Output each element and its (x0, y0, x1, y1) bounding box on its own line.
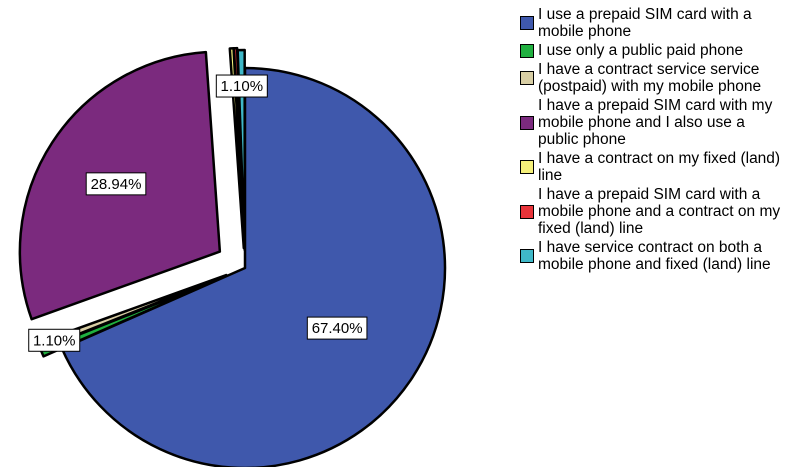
data-label-7: 1.10% (215, 74, 268, 98)
data-label-4: 28.94% (85, 172, 147, 196)
legend-label: I have a prepaid SIM card with my mobile… (538, 97, 773, 148)
legend-swatch (520, 43, 534, 58)
legend-item-3: I have a contract service service (postp… (520, 61, 788, 95)
legend-label: I have a contract on my fixed (land) lin… (538, 150, 781, 184)
pie-slices (18, 46, 447, 467)
legend-item-5: I have a contract on my fixed (land) lin… (520, 150, 788, 184)
data-label-1: 67.40% (306, 316, 368, 340)
svg-text:1.10%: 1.10% (33, 332, 76, 349)
legend-label: I have a contract service service (postp… (538, 61, 762, 95)
data-label-3: 1.10% (28, 328, 81, 352)
chart-legend: I use a prepaid SIM card with a mobile p… (520, 6, 788, 275)
legend-swatch (520, 115, 534, 130)
legend-swatch (520, 204, 534, 219)
pie-slice-7 (236, 48, 246, 252)
legend-item-7: I have service contract on both a mobile… (520, 239, 788, 273)
pie-slice-1 (60, 66, 447, 467)
legend-label: I use only a public paid phone (538, 42, 744, 59)
legend-swatch (520, 71, 534, 85)
svg-text:28.94%: 28.94% (91, 176, 142, 193)
pie-data-labels: 67.40% 1.10% 28.94% 1.10% (28, 74, 368, 352)
legend-item-6: I have a prepaid SIM card with a mobile … (520, 186, 788, 237)
legend-label: I have a prepaid SIM card with a mobile … (538, 186, 781, 237)
legend-swatch (520, 160, 534, 174)
legend-item-1: I use a prepaid SIM card with a mobile p… (520, 6, 788, 40)
legend-label: I use a prepaid SIM card with a mobile p… (538, 6, 752, 40)
svg-text:67.40%: 67.40% (312, 320, 363, 337)
legend-swatch (520, 249, 534, 263)
svg-text:1.10%: 1.10% (221, 78, 264, 95)
legend-item-2: I use only a public paid phone (520, 42, 788, 59)
pie-slice-6 (232, 46, 246, 250)
legend-label: I have service contract on both a mobile… (538, 239, 771, 273)
legend-item-4: I have a prepaid SIM card with my mobile… (520, 97, 788, 148)
legend-swatch (520, 16, 534, 30)
